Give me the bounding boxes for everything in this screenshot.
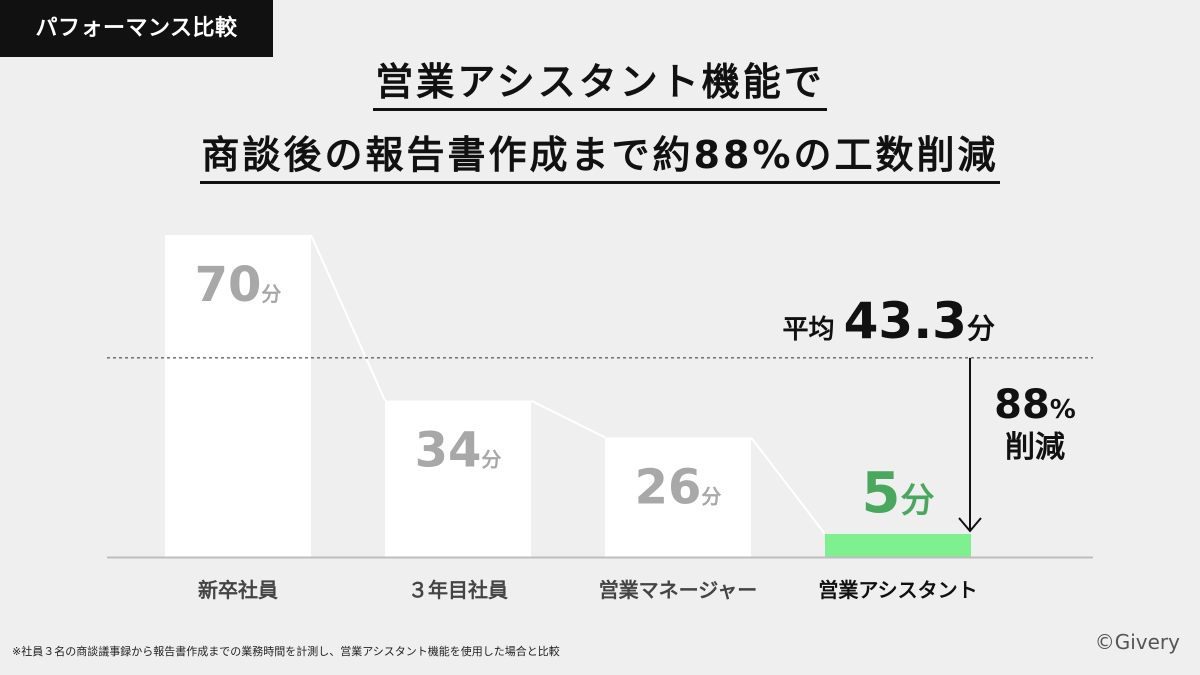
reduction-arrow-head <box>958 517 982 533</box>
bar <box>825 534 971 557</box>
copyright: ©Givery <box>1094 630 1180 654</box>
connector-line <box>750 436 826 535</box>
connector-line <box>530 399 606 439</box>
title-line-1: 営業アシスタント機能で <box>373 61 827 111</box>
value-label: 70分 <box>195 257 282 313</box>
value-label: 34分 <box>415 423 502 479</box>
title-line-2-wrap: 商談後の報告書作成まで約88%の工数削減 <box>0 134 1200 184</box>
title-line-2: 商談後の報告書作成まで約88%の工数削減 <box>199 134 1001 184</box>
average-label: 平均 43.3分 <box>783 292 995 350</box>
value-label: 26分 <box>635 459 722 515</box>
category-label: 新卒社員 <box>198 578 278 602</box>
footnote: ※社員３名の商談議事録から報告書作成までの業務時間を計測し、営業アシスタント機能… <box>12 645 560 658</box>
category-label: 営業マネージャー <box>599 578 758 602</box>
category-tag: パフォーマンス比較 <box>0 0 273 57</box>
title-line-1-wrap: 営業アシスタント機能で <box>0 61 1200 111</box>
category-label: ３年目社員 <box>408 578 508 602</box>
category-label: 営業アシスタント <box>818 578 977 602</box>
connector-line <box>310 234 386 402</box>
bar <box>605 437 751 557</box>
bar <box>165 235 311 557</box>
value-label: 5分 <box>862 461 935 526</box>
reduction-value: 88% <box>994 382 1076 428</box>
reduction-label: 削減 <box>1005 430 1065 465</box>
bar <box>385 400 531 557</box>
